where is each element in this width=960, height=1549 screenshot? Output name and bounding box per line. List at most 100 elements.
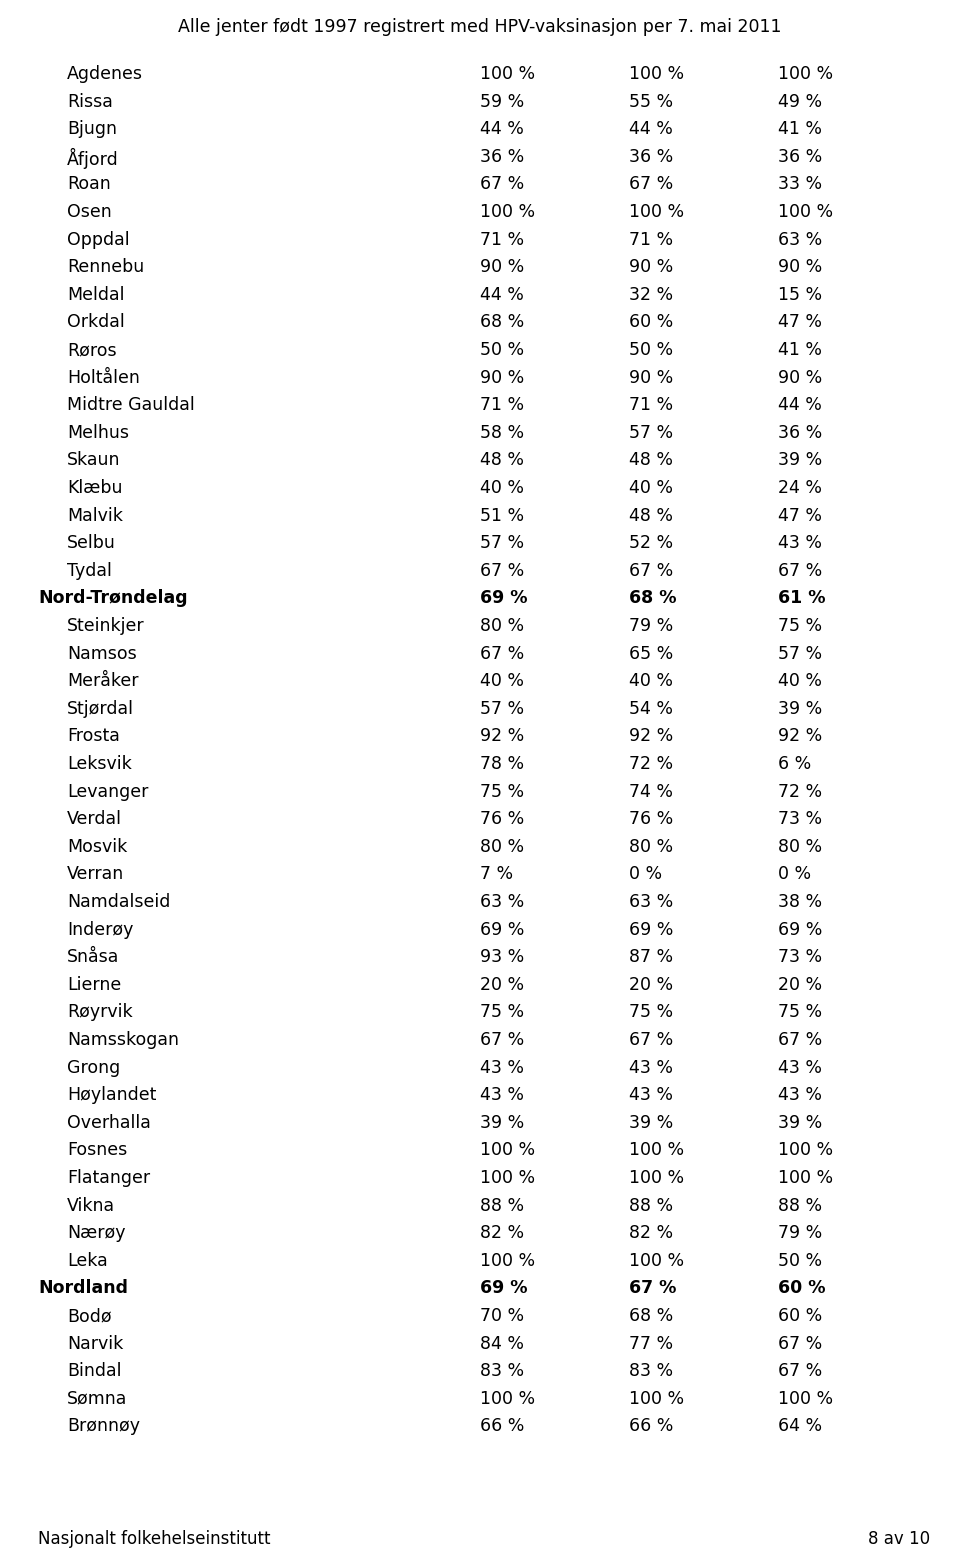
Text: 66 %: 66 % [480,1417,524,1436]
Text: 90 %: 90 % [629,259,673,276]
Text: 41 %: 41 % [778,341,822,359]
Text: 90 %: 90 % [480,369,524,387]
Text: 90 %: 90 % [629,369,673,387]
Text: Brønnøy: Brønnøy [67,1417,140,1436]
Text: 67 %: 67 % [778,1032,822,1049]
Text: Orkdal: Orkdal [67,313,125,331]
Text: 52 %: 52 % [629,534,673,551]
Text: 92 %: 92 % [778,728,822,745]
Text: Verran: Verran [67,866,125,883]
Text: 36 %: 36 % [480,147,524,166]
Text: 50 %: 50 % [480,341,524,359]
Text: Rissa: Rissa [67,93,113,110]
Text: 32 %: 32 % [629,287,673,304]
Text: Nordland: Nordland [38,1279,129,1298]
Text: 100 %: 100 % [480,1169,535,1187]
Text: Overhalla: Overhalla [67,1114,151,1132]
Text: 61 %: 61 % [778,590,825,607]
Text: 40 %: 40 % [629,479,673,497]
Text: 69 %: 69 % [480,1279,527,1298]
Text: 41 %: 41 % [778,121,822,138]
Text: 43 %: 43 % [778,1086,822,1104]
Text: 82 %: 82 % [629,1224,673,1242]
Text: 67 %: 67 % [480,1032,524,1049]
Text: 63 %: 63 % [480,894,524,911]
Text: 63 %: 63 % [778,231,822,248]
Text: 75 %: 75 % [480,1004,524,1021]
Text: Namsskogan: Namsskogan [67,1032,180,1049]
Text: 44 %: 44 % [480,121,524,138]
Text: Frosta: Frosta [67,728,120,745]
Text: Holtålen: Holtålen [67,369,140,387]
Text: 67 %: 67 % [778,1335,822,1352]
Text: 100 %: 100 % [480,1389,535,1408]
Text: 47 %: 47 % [778,507,822,525]
Text: Inderøy: Inderøy [67,920,133,939]
Text: Meråker: Meråker [67,672,138,691]
Text: 100 %: 100 % [778,1389,832,1408]
Text: Oppdal: Oppdal [67,231,130,248]
Text: Leka: Leka [67,1252,108,1270]
Text: 100 %: 100 % [480,1142,535,1159]
Text: Malvik: Malvik [67,507,123,525]
Text: 43 %: 43 % [778,534,822,551]
Text: Narvik: Narvik [67,1335,124,1352]
Text: 100 %: 100 % [480,203,535,222]
Text: Alle jenter født 1997 registrert med HPV-vaksinasjon per 7. mai 2011: Alle jenter født 1997 registrert med HPV… [179,19,781,36]
Text: 75 %: 75 % [778,1004,822,1021]
Text: 79 %: 79 % [778,1224,822,1242]
Text: 76 %: 76 % [629,810,673,829]
Text: 57 %: 57 % [778,644,822,663]
Text: 67 %: 67 % [629,1279,676,1298]
Text: 80 %: 80 % [778,838,822,855]
Text: 100 %: 100 % [778,1169,832,1187]
Text: 80 %: 80 % [629,838,673,855]
Text: 93 %: 93 % [480,948,524,967]
Text: Nærøy: Nærøy [67,1224,126,1242]
Text: 90 %: 90 % [778,259,822,276]
Text: Verdal: Verdal [67,810,122,829]
Text: 100 %: 100 % [629,203,684,222]
Text: 43 %: 43 % [778,1058,822,1077]
Text: 100 %: 100 % [480,65,535,84]
Text: 90 %: 90 % [778,369,822,387]
Text: 67 %: 67 % [629,562,673,579]
Text: 0 %: 0 % [778,866,811,883]
Text: 20 %: 20 % [480,976,524,994]
Text: Meldal: Meldal [67,287,125,304]
Text: 69 %: 69 % [778,920,822,939]
Text: Klæbu: Klæbu [67,479,123,497]
Text: 74 %: 74 % [629,782,673,801]
Text: 44 %: 44 % [629,121,673,138]
Text: Åfjord: Åfjord [67,147,119,169]
Text: 80 %: 80 % [480,838,524,855]
Text: 39 %: 39 % [778,700,822,717]
Text: 100 %: 100 % [629,1252,684,1270]
Text: 51 %: 51 % [480,507,524,525]
Text: Lierne: Lierne [67,976,122,994]
Text: 39 %: 39 % [778,451,822,469]
Text: 58 %: 58 % [480,424,524,441]
Text: 100 %: 100 % [778,203,832,222]
Text: 75 %: 75 % [778,617,822,635]
Text: Røros: Røros [67,341,117,359]
Text: 67 %: 67 % [629,175,673,194]
Text: 50 %: 50 % [629,341,673,359]
Text: 39 %: 39 % [480,1114,524,1132]
Text: Snåsa: Snåsa [67,948,120,967]
Text: 83 %: 83 % [480,1362,524,1380]
Text: 47 %: 47 % [778,313,822,331]
Text: 20 %: 20 % [778,976,822,994]
Text: Bjugn: Bjugn [67,121,117,138]
Text: 57 %: 57 % [480,700,524,717]
Text: 67 %: 67 % [480,562,524,579]
Text: 71 %: 71 % [480,397,524,414]
Text: Flatanger: Flatanger [67,1169,151,1187]
Text: 44 %: 44 % [778,397,822,414]
Text: 60 %: 60 % [629,313,673,331]
Text: 60 %: 60 % [778,1279,825,1298]
Text: 75 %: 75 % [629,1004,673,1021]
Text: 100 %: 100 % [778,65,832,84]
Text: 67 %: 67 % [629,1032,673,1049]
Text: 70 %: 70 % [480,1307,524,1324]
